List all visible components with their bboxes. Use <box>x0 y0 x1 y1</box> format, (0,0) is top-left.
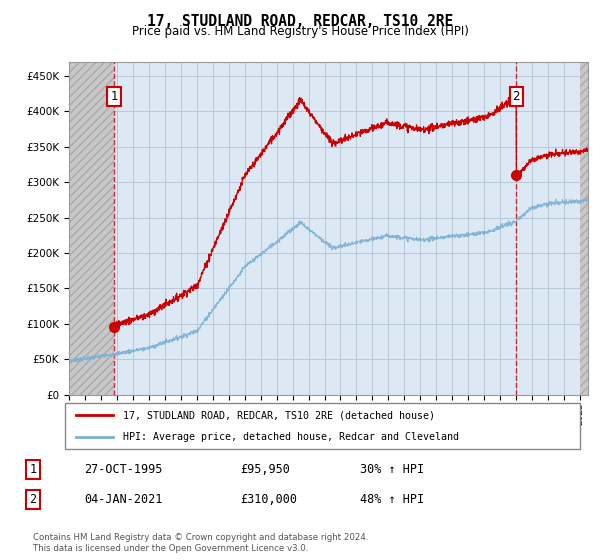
Text: Contains HM Land Registry data © Crown copyright and database right 2024.
This d: Contains HM Land Registry data © Crown c… <box>33 533 368 553</box>
Text: 48% ↑ HPI: 48% ↑ HPI <box>360 493 424 506</box>
Text: 04-JAN-2021: 04-JAN-2021 <box>84 493 163 506</box>
Text: 27-OCT-1995: 27-OCT-1995 <box>84 463 163 476</box>
Text: HPI: Average price, detached house, Redcar and Cleveland: HPI: Average price, detached house, Redc… <box>123 432 459 442</box>
Text: 2: 2 <box>29 493 37 506</box>
Text: 2: 2 <box>512 90 520 103</box>
Text: 30% ↑ HPI: 30% ↑ HPI <box>360 463 424 476</box>
Text: 17, STUDLAND ROAD, REDCAR, TS10 2RE (detached house): 17, STUDLAND ROAD, REDCAR, TS10 2RE (det… <box>123 410 435 421</box>
Text: £95,950: £95,950 <box>240 463 290 476</box>
Text: Price paid vs. HM Land Registry's House Price Index (HPI): Price paid vs. HM Land Registry's House … <box>131 25 469 38</box>
Bar <box>580 62 600 395</box>
Text: 1: 1 <box>110 90 118 103</box>
Text: 17, STUDLAND ROAD, REDCAR, TS10 2RE: 17, STUDLAND ROAD, REDCAR, TS10 2RE <box>147 14 453 29</box>
Text: 1: 1 <box>29 463 37 476</box>
Text: £310,000: £310,000 <box>240 493 297 506</box>
FancyBboxPatch shape <box>65 404 580 449</box>
Bar <box>69 62 114 395</box>
